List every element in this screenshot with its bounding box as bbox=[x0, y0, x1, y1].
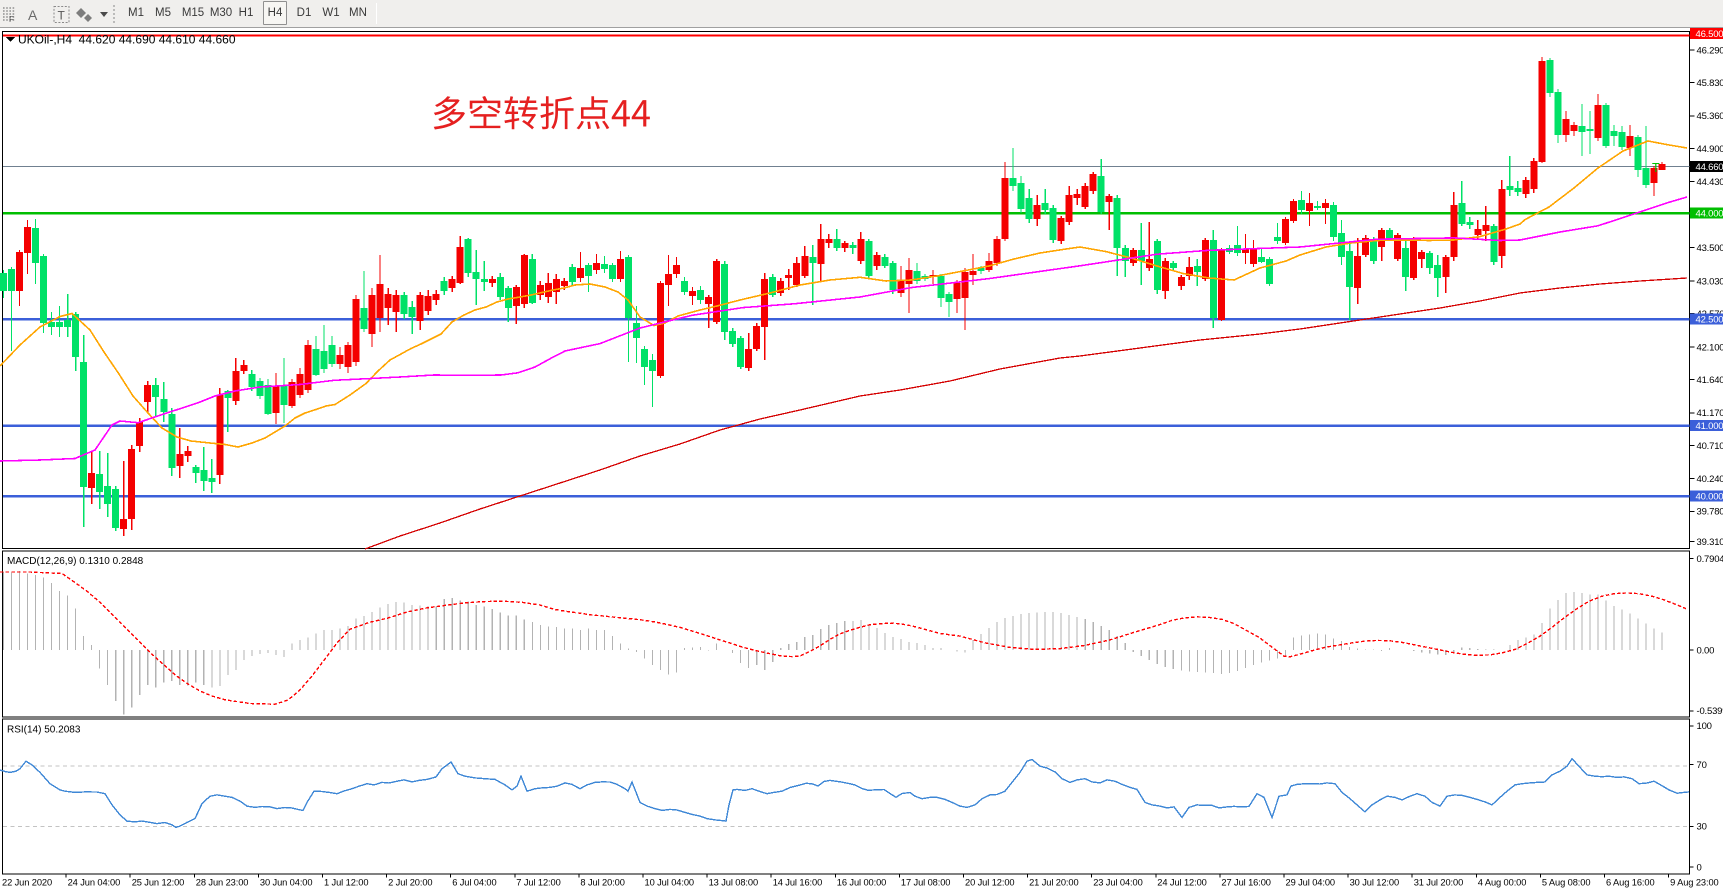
svg-text:0.7904: 0.7904 bbox=[1697, 554, 1723, 565]
svg-text:42.500: 42.500 bbox=[1696, 314, 1723, 325]
svg-text:44.000: 44.000 bbox=[1696, 208, 1723, 219]
svg-text:25 Jun 12:00: 25 Jun 12:00 bbox=[132, 878, 185, 888]
svg-text:39.780: 39.780 bbox=[1697, 507, 1723, 518]
svg-text:44.430: 44.430 bbox=[1697, 177, 1723, 188]
svg-text:24 Jun 04:00: 24 Jun 04:00 bbox=[68, 878, 121, 888]
svg-text:44.900: 44.900 bbox=[1697, 144, 1723, 155]
svg-text:2 Jul 20:00: 2 Jul 20:00 bbox=[388, 878, 432, 888]
svg-text:A: A bbox=[28, 7, 38, 23]
svg-text:23 Jul 04:00: 23 Jul 04:00 bbox=[1093, 878, 1142, 888]
svg-text:29 Jul 04:00: 29 Jul 04:00 bbox=[1286, 878, 1335, 888]
svg-text:100: 100 bbox=[1697, 721, 1712, 732]
svg-text:13 Jul 08:00: 13 Jul 08:00 bbox=[709, 878, 758, 888]
svg-text:42.100: 42.100 bbox=[1697, 342, 1723, 353]
svg-text:10 Jul 04:00: 10 Jul 04:00 bbox=[645, 878, 694, 888]
svg-text:4 Aug 00:00: 4 Aug 00:00 bbox=[1478, 878, 1527, 888]
svg-text:T: T bbox=[1652, 161, 1660, 175]
svg-text:20 Jul 12:00: 20 Jul 12:00 bbox=[965, 878, 1014, 888]
svg-text:21 Jul 20:00: 21 Jul 20:00 bbox=[1029, 878, 1078, 888]
svg-text:16 Jul 00:00: 16 Jul 00:00 bbox=[837, 878, 886, 888]
svg-text:MACD(12,26,9) 0.1310 0.2848: MACD(12,26,9) 0.1310 0.2848 bbox=[7, 556, 144, 567]
svg-text:F: F bbox=[9, 15, 14, 24]
svg-text:45.360: 45.360 bbox=[1697, 111, 1723, 122]
svg-text:27 Jul 16:00: 27 Jul 16:00 bbox=[1221, 878, 1270, 888]
svg-text:41.170: 41.170 bbox=[1697, 408, 1723, 419]
svg-text:40.000: 40.000 bbox=[1696, 491, 1723, 502]
svg-text:41.640: 41.640 bbox=[1697, 375, 1723, 386]
svg-text:45.830: 45.830 bbox=[1697, 78, 1723, 89]
svg-text:43.030: 43.030 bbox=[1697, 276, 1723, 287]
svg-text:40.710: 40.710 bbox=[1697, 441, 1723, 452]
svg-text:30 Jul 12:00: 30 Jul 12:00 bbox=[1350, 878, 1399, 888]
svg-text:44.660: 44.660 bbox=[1696, 162, 1723, 173]
svg-text:0.00: 0.00 bbox=[1697, 646, 1715, 657]
svg-text:39.310: 39.310 bbox=[1697, 537, 1723, 548]
svg-text:UKOil-,H4 44.620 44.690 44.61: UKOil-,H4 44.620 44.690 44.610 44.660 bbox=[18, 33, 236, 47]
svg-text:RSI(14) 50.2083: RSI(14) 50.2083 bbox=[7, 725, 81, 736]
svg-text:43.500: 43.500 bbox=[1697, 243, 1723, 254]
svg-text:31 Jul 20:00: 31 Jul 20:00 bbox=[1414, 878, 1463, 888]
svg-text:22 Jun 2020: 22 Jun 2020 bbox=[2, 878, 52, 888]
svg-text:70: 70 bbox=[1697, 760, 1707, 771]
svg-text:46.290: 46.290 bbox=[1697, 45, 1723, 56]
svg-text:6 Aug 16:00: 6 Aug 16:00 bbox=[1606, 878, 1655, 888]
svg-text:46.500: 46.500 bbox=[1696, 29, 1723, 40]
svg-text:-0.5399: -0.5399 bbox=[1697, 706, 1723, 717]
svg-text:9 Aug 23:00: 9 Aug 23:00 bbox=[1670, 878, 1719, 888]
svg-text:14 Jul 16:00: 14 Jul 16:00 bbox=[773, 878, 822, 888]
svg-text:40.240: 40.240 bbox=[1697, 474, 1723, 485]
svg-text:0: 0 bbox=[1697, 862, 1702, 873]
svg-text:1 Jul 12:00: 1 Jul 12:00 bbox=[324, 878, 368, 888]
svg-text:8 Jul 20:00: 8 Jul 20:00 bbox=[580, 878, 624, 888]
svg-text:7 Jul 12:00: 7 Jul 12:00 bbox=[516, 878, 560, 888]
svg-text:30 Jun 04:00: 30 Jun 04:00 bbox=[260, 878, 313, 888]
svg-text:41.000: 41.000 bbox=[1696, 421, 1723, 432]
svg-text:30: 30 bbox=[1697, 822, 1707, 833]
svg-text:17 Jul 08:00: 17 Jul 08:00 bbox=[901, 878, 950, 888]
svg-text:5 Aug 08:00: 5 Aug 08:00 bbox=[1542, 878, 1591, 888]
svg-text:T: T bbox=[58, 9, 66, 23]
svg-text:24 Jul 12:00: 24 Jul 12:00 bbox=[1157, 878, 1206, 888]
svg-text:6 Jul 04:00: 6 Jul 04:00 bbox=[452, 878, 496, 888]
svg-text:28 Jun 23:00: 28 Jun 23:00 bbox=[196, 878, 249, 888]
